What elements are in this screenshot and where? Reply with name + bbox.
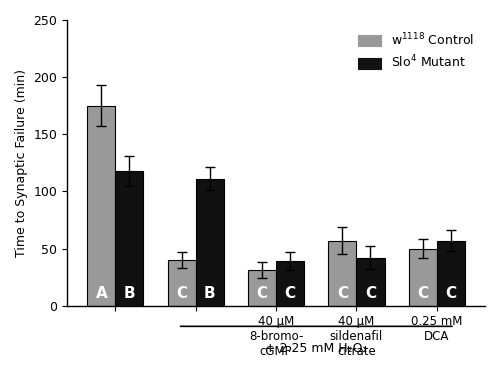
Text: A: A: [96, 286, 107, 301]
Bar: [408, 249, 437, 306]
Text: C: C: [176, 286, 187, 301]
Legend: w$^{1118}$ Control, Slo$^{4}$ Mutant: w$^{1118}$ Control, Slo$^{4}$ Mutant: [353, 26, 478, 76]
Text: C: C: [337, 286, 348, 301]
Bar: [196, 179, 224, 306]
Bar: [168, 260, 196, 306]
Bar: [116, 171, 143, 306]
Text: C: C: [256, 286, 268, 301]
Y-axis label: Time to Synaptic Failure (min): Time to Synaptic Failure (min): [15, 69, 28, 257]
Bar: [328, 241, 356, 306]
Bar: [437, 241, 465, 306]
Text: C: C: [417, 286, 428, 301]
Text: + 2.25 mM H₂O₂: + 2.25 mM H₂O₂: [265, 342, 368, 355]
Text: B: B: [124, 286, 135, 301]
Text: C: C: [284, 286, 296, 301]
Bar: [356, 258, 384, 306]
Text: C: C: [365, 286, 376, 301]
Bar: [276, 261, 304, 306]
Bar: [87, 106, 116, 306]
Text: C: C: [446, 286, 456, 301]
Text: B: B: [204, 286, 216, 301]
Bar: [248, 270, 276, 306]
